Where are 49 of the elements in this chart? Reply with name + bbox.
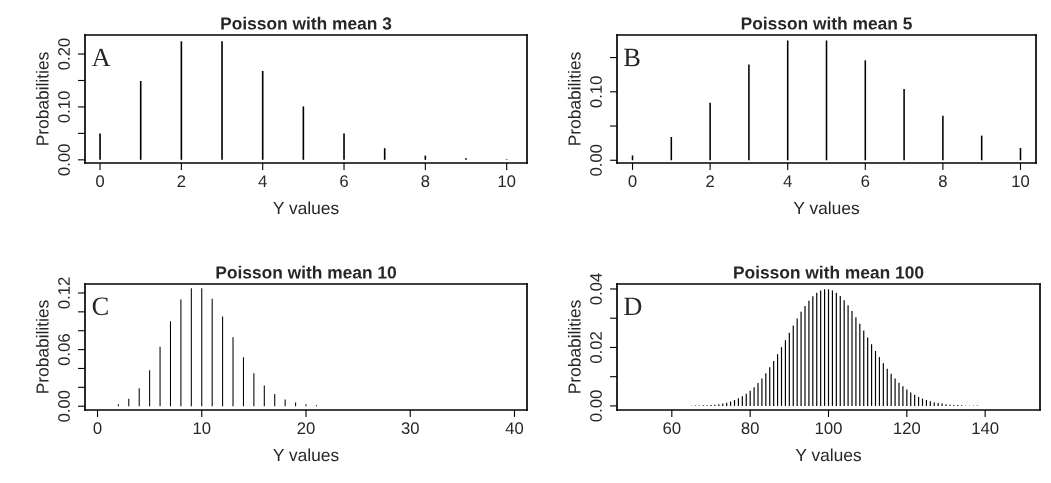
x-tick-label: 2: [177, 175, 186, 187]
x-tick-label: 0: [96, 175, 105, 188]
y-tick-label: 0.00: [590, 144, 602, 176]
y-tick-label: 0.12: [58, 277, 70, 309]
y-axis-title: Probabilities: [35, 52, 49, 145]
y-axis-title: Probabilities: [35, 300, 49, 393]
x-tick-label: 10: [193, 422, 211, 435]
x-tick-label: 120: [894, 422, 921, 435]
x-tick-label: 80: [741, 422, 759, 435]
y-tick-label: 0.02: [590, 332, 602, 363]
x-tick-label: 6: [340, 175, 348, 188]
chart-title: Poisson with mean 3: [221, 16, 392, 30]
y-tick-label: 0.10: [590, 76, 602, 108]
x-tick-label: 4: [258, 175, 267, 187]
y-tick-label: 0.00: [58, 144, 70, 176]
y-axis-title: Probabilities: [567, 300, 581, 393]
x-tick-label: 20: [297, 422, 315, 435]
y-tick-label: 0.00: [58, 390, 70, 422]
x-tick-label: 100: [815, 422, 842, 435]
x-tick-label: 60: [663, 422, 681, 435]
x-tick-label: 6: [861, 175, 870, 188]
x-axis-title: Y values: [273, 448, 339, 462]
chart-title: Poisson with mean 100: [734, 265, 924, 279]
x-tick-label: 8: [938, 175, 947, 188]
annotation: A: [91, 48, 111, 67]
x-axis-title: Y values: [273, 201, 339, 215]
chart-title: Poisson with mean 10: [216, 265, 396, 279]
x-tick-label: 40: [505, 422, 524, 435]
annotation: D: [624, 297, 642, 315]
x-tick-label: 2: [706, 175, 714, 187]
annotation: C: [92, 297, 108, 316]
y-tick-label: 0.04: [590, 273, 602, 305]
x-tick-label: 30: [401, 422, 419, 435]
x-tick-label: 0: [628, 175, 637, 188]
y-tick-label: 0.06: [58, 334, 70, 366]
x-tick-label: 8: [421, 175, 430, 188]
x-axis-title: Y values: [793, 201, 860, 215]
x-axis-title: Y values: [795, 448, 862, 462]
y-tick-label: 0.20: [58, 38, 70, 70]
x-tick-label: 10: [1012, 175, 1030, 188]
y-tick-label: 0.10: [58, 91, 70, 123]
x-tick-label: 4: [783, 175, 792, 187]
y-axis-title: Probabilities: [567, 52, 581, 145]
y-tick-label: 0.00: [590, 390, 602, 422]
x-tick-label: 0: [93, 422, 102, 435]
x-tick-label: 140: [972, 422, 999, 435]
chart-title: Poisson with mean 5: [741, 16, 912, 30]
annotation: B: [624, 48, 640, 67]
x-tick-label: 10: [498, 175, 516, 188]
